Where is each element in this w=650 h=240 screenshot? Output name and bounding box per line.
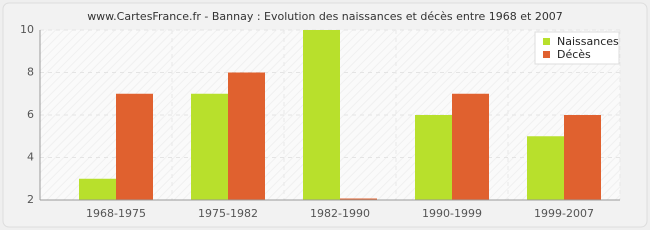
x-tick-label: 1975-1982 <box>198 207 258 220</box>
x-tick-label: 1982-1990 <box>310 207 370 220</box>
legend-swatch <box>543 38 550 45</box>
legend-swatch <box>543 51 550 58</box>
y-tick-label: 6 <box>27 108 34 121</box>
page: {"chart_data": {"type": "bar", "title": … <box>0 0 650 230</box>
bar <box>191 93 228 200</box>
bar <box>527 136 564 200</box>
bar <box>340 198 377 200</box>
bar <box>564 115 601 200</box>
x-tick-label: 1968-1975 <box>86 207 146 220</box>
y-tick-label: 8 <box>27 66 34 79</box>
y-tick-label: 2 <box>27 193 34 206</box>
bar <box>415 115 452 200</box>
x-tick-label: 1999-2007 <box>534 207 594 220</box>
bar <box>116 93 153 200</box>
chart-title: www.CartesFrance.fr - Bannay : Evolution… <box>87 10 563 23</box>
y-tick-label: 10 <box>20 23 34 36</box>
bar <box>452 93 489 200</box>
bar <box>303 30 340 200</box>
legend-label: Décès <box>557 48 591 61</box>
legend-box <box>534 31 620 65</box>
bar <box>79 178 116 200</box>
chart: www.CartesFrance.fr - Bannay : Evolution… <box>0 0 650 230</box>
y-tick-label: 4 <box>27 151 34 164</box>
bar <box>228 72 265 200</box>
x-tick-label: 1990-1999 <box>422 207 482 220</box>
legend-label: Naissances <box>557 35 619 48</box>
